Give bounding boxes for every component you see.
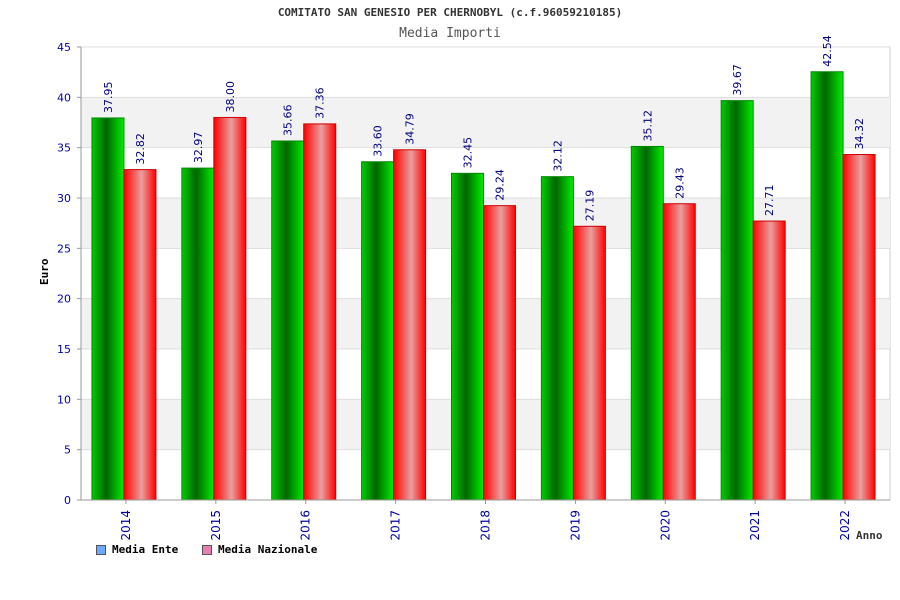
x-tick-label: 2015 <box>209 510 223 541</box>
x-tick-label: 2014 <box>119 510 133 541</box>
x-tick-label: 2017 <box>389 510 403 541</box>
legend-label-media-nazionale: Media Nazionale <box>218 543 318 556</box>
bar-media-nazionale <box>842 154 876 501</box>
data-label-media-nazionale: 27.71 <box>763 185 776 217</box>
bar-media-ente <box>630 145 664 501</box>
legend-label-media-ente: Media Ente <box>112 543 179 556</box>
chart-title: COMITATO SAN GENESIO PER CHERNOBYL (c.f.… <box>277 6 623 19</box>
data-label-media-nazionale: 27.19 <box>583 190 596 222</box>
bar-media-nazionale <box>123 169 157 501</box>
data-label-media-ente: 37.95 <box>102 81 115 113</box>
data-label-media-ente: 35.12 <box>641 110 654 142</box>
data-label-media-nazionale: 32.82 <box>134 133 147 165</box>
data-label-media-nazionale: 34.32 <box>853 118 866 150</box>
x-axis-label: Anno <box>856 529 883 542</box>
y-tick-label: 0 <box>64 494 71 507</box>
bar-media-ente <box>271 140 305 501</box>
y-tick-label: 30 <box>57 192 71 205</box>
bar-media-ente <box>361 161 395 501</box>
legend-item-media-ente: Media Ente <box>96 543 178 556</box>
x-tick-label: 2019 <box>568 510 582 541</box>
bar-media-nazionale <box>393 149 427 501</box>
bar-media-nazionale <box>483 205 516 501</box>
bar-media-nazionale <box>662 203 696 501</box>
y-tick-label: 25 <box>57 242 71 255</box>
legend-swatch-media-nazionale <box>202 545 212 555</box>
bar-media-ente <box>810 71 844 501</box>
legend-swatch-media-ente <box>96 545 106 555</box>
y-tick-label: 45 <box>57 41 71 54</box>
y-tick-label: 35 <box>57 142 71 155</box>
bar-media-ente <box>720 100 754 501</box>
bar-media-nazionale <box>213 116 247 501</box>
y-tick-label: 5 <box>64 444 71 457</box>
legend-item-media-nazionale: Media Nazionale <box>202 543 317 556</box>
x-tick-label: 2018 <box>479 510 493 541</box>
bar-media-ente <box>181 167 215 501</box>
data-label-media-ente: 32.97 <box>192 132 205 164</box>
bar-media-ente <box>91 117 125 501</box>
bar-media-nazionale <box>752 220 786 501</box>
y-tick-label: 40 <box>57 91 71 104</box>
x-tick-label: 2022 <box>838 510 852 541</box>
y-tick-label: 20 <box>57 293 71 306</box>
x-tick-label: 2020 <box>658 510 672 541</box>
data-label-media-nazionale: 29.24 <box>494 169 507 201</box>
data-label-media-nazionale: 34.79 <box>404 113 417 145</box>
data-label-media-nazionale: 37.36 <box>314 87 327 119</box>
bar-media-nazionale <box>572 225 606 501</box>
y-tick-label: 10 <box>57 393 71 406</box>
x-tick-label: 2021 <box>748 510 762 541</box>
data-label-media-nazionale: 38.00 <box>224 81 237 113</box>
data-label-media-ente: 39.67 <box>731 64 744 96</box>
x-tick-label: 2016 <box>299 510 313 541</box>
data-label-media-ente: 42.54 <box>821 35 834 67</box>
bar-media-ente <box>451 172 484 501</box>
data-label-media-ente: 33.60 <box>372 125 385 157</box>
bar-media-ente <box>540 176 574 501</box>
y-tick-label: 15 <box>57 343 71 356</box>
data-label-media-nazionale: 29.43 <box>673 167 686 199</box>
data-label-media-ente: 35.66 <box>282 105 295 137</box>
chart-subtitle: Media Importi <box>399 26 501 41</box>
data-label-media-ente: 32.12 <box>551 140 564 172</box>
bar-media-nazionale <box>303 123 337 501</box>
data-label-media-ente: 32.45 <box>462 137 475 169</box>
